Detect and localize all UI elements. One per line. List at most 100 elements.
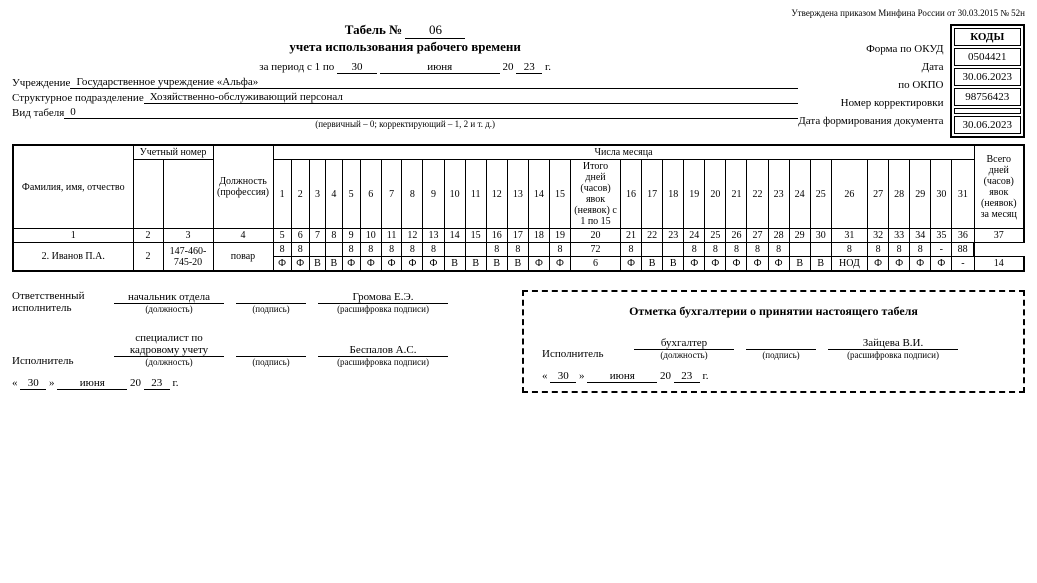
acct-pos: бухгалтер — [634, 337, 734, 350]
day-22: 22 — [747, 160, 768, 229]
acct-name: Зайцева В.И. — [828, 337, 958, 350]
day-15: 15 — [549, 160, 570, 229]
okpo-label: по ОКПО — [798, 76, 949, 94]
day-8: 8 — [402, 160, 423, 229]
hours-cell — [309, 243, 325, 257]
hours-cell: 8 — [342, 243, 360, 257]
colnum-37: 37 — [974, 229, 1024, 243]
code-cell: В — [810, 257, 831, 272]
period-endday: 30 — [337, 61, 377, 74]
colnum-34: 34 — [910, 229, 931, 243]
day-12: 12 — [486, 160, 507, 229]
period-yearsuf: г. — [545, 61, 551, 73]
period-line: за период с 1 по 30 июня 20 23 г. — [12, 61, 798, 74]
code-cell: Ф — [747, 257, 768, 272]
col-pos: Должность (профессия) — [213, 145, 273, 229]
hours-cell: 8 — [768, 243, 789, 257]
colnum-23: 23 — [663, 229, 684, 243]
day-19: 19 — [684, 160, 705, 229]
code-cell: Ф — [423, 257, 444, 272]
hours-cell: 8 — [747, 243, 768, 257]
colnum-3: 3 — [163, 229, 213, 243]
day-28: 28 — [889, 160, 910, 229]
code-date: 30.06.2023 — [954, 68, 1022, 86]
codes-box: КОДЫ 0504421 30.06.2023 98756423 30.06.2… — [950, 24, 1026, 138]
colnum-4: 4 — [213, 229, 273, 243]
date-footer-left: « 30 » июня 20 23 г. — [12, 377, 492, 390]
code-formdate: 30.06.2023 — [954, 116, 1022, 134]
hours-cell — [326, 243, 342, 257]
acct-exec-label: Исполнитель — [542, 348, 622, 360]
hours-cell: 8 — [549, 243, 570, 257]
day-10: 10 — [444, 160, 465, 229]
hours-cell: 8 — [486, 243, 507, 257]
code-cell: В — [507, 257, 528, 272]
resp-pos: начальник отдела — [114, 291, 224, 304]
day-20: 20 — [705, 160, 726, 229]
colnum-14: 14 — [444, 229, 465, 243]
day-7: 7 — [381, 160, 402, 229]
cap-sign-2: (подпись) — [236, 357, 306, 367]
hours-cell — [465, 243, 486, 257]
code-cell: Ф — [910, 257, 931, 272]
date-footer-right: « 30 » июня 20 23 г. — [542, 370, 1005, 383]
code-cell: Ф — [889, 257, 910, 272]
colnum-8: 8 — [326, 229, 342, 243]
colnum-12: 12 — [402, 229, 423, 243]
emp-acct1: 2 — [133, 243, 163, 272]
day-2: 2 — [291, 160, 309, 229]
code-cell: Ф — [931, 257, 952, 272]
exec-label: Исполнитель — [12, 355, 102, 367]
day-4: 4 — [326, 160, 342, 229]
day-9: 9 — [423, 160, 444, 229]
org-value: Государственное учреждение «Альфа» — [70, 76, 798, 89]
colnum-17: 17 — [507, 229, 528, 243]
code-cell: 6 — [571, 257, 621, 272]
code-cell: В — [465, 257, 486, 272]
exec-name: Беспалов А.С. — [318, 344, 448, 357]
colnum-15: 15 — [465, 229, 486, 243]
signers-left: Ответственный исполнитель начальник отде… — [12, 290, 492, 393]
colnum-26: 26 — [726, 229, 747, 243]
day-13: 13 — [507, 160, 528, 229]
period-year: 23 — [516, 61, 542, 74]
formdate-label: Дата формирования документа — [798, 112, 949, 130]
hours-cell: 8 — [726, 243, 747, 257]
hours-cell: 8 — [831, 243, 867, 257]
day-16: 16 — [621, 160, 642, 229]
day-24: 24 — [789, 160, 810, 229]
colnum-21: 21 — [621, 229, 642, 243]
emp-acct2: 147-460-745-20 — [163, 243, 213, 272]
colnum-13: 13 — [423, 229, 444, 243]
hours-cell: 8 — [705, 243, 726, 257]
codes-labels: Форма по ОКУД Дата по ОКПО Номер коррект… — [798, 22, 949, 130]
code-corr — [954, 108, 1022, 114]
day-3: 3 — [309, 160, 325, 229]
hours-cell: 72 — [571, 243, 621, 257]
colnum-11: 11 — [381, 229, 402, 243]
code-cell: В — [309, 257, 325, 272]
day-26: 26 — [831, 160, 867, 229]
hours-cell: 8 — [684, 243, 705, 257]
colnum-22: 22 — [642, 229, 663, 243]
code-cell: - — [952, 257, 974, 272]
code-cell: Ф — [273, 257, 291, 272]
hours-cell — [789, 243, 810, 257]
code-cell: 14 — [974, 257, 1024, 272]
emp-name: 2. Иванов П.А. — [13, 243, 133, 272]
cap-pos-2: (должность) — [114, 357, 224, 367]
title-block: Табель № 06 учета использования рабочего… — [12, 22, 798, 55]
colnum-1: 1 — [13, 229, 133, 243]
day-14: 14 — [528, 160, 549, 229]
code-cell: Ф — [621, 257, 642, 272]
code-okud: 0504421 — [954, 48, 1022, 66]
colnum-28: 28 — [768, 229, 789, 243]
emp-pos: повар — [213, 243, 273, 272]
colnum-2: 2 — [133, 229, 163, 243]
code-cell: Ф — [360, 257, 381, 272]
dept-label: Структурное подразделение — [12, 92, 144, 104]
hours-cell: 8 — [868, 243, 889, 257]
cap-name-2: (расшифровка подписи) — [318, 357, 448, 367]
code-cell: Ф — [342, 257, 360, 272]
colnum-9: 9 — [342, 229, 360, 243]
